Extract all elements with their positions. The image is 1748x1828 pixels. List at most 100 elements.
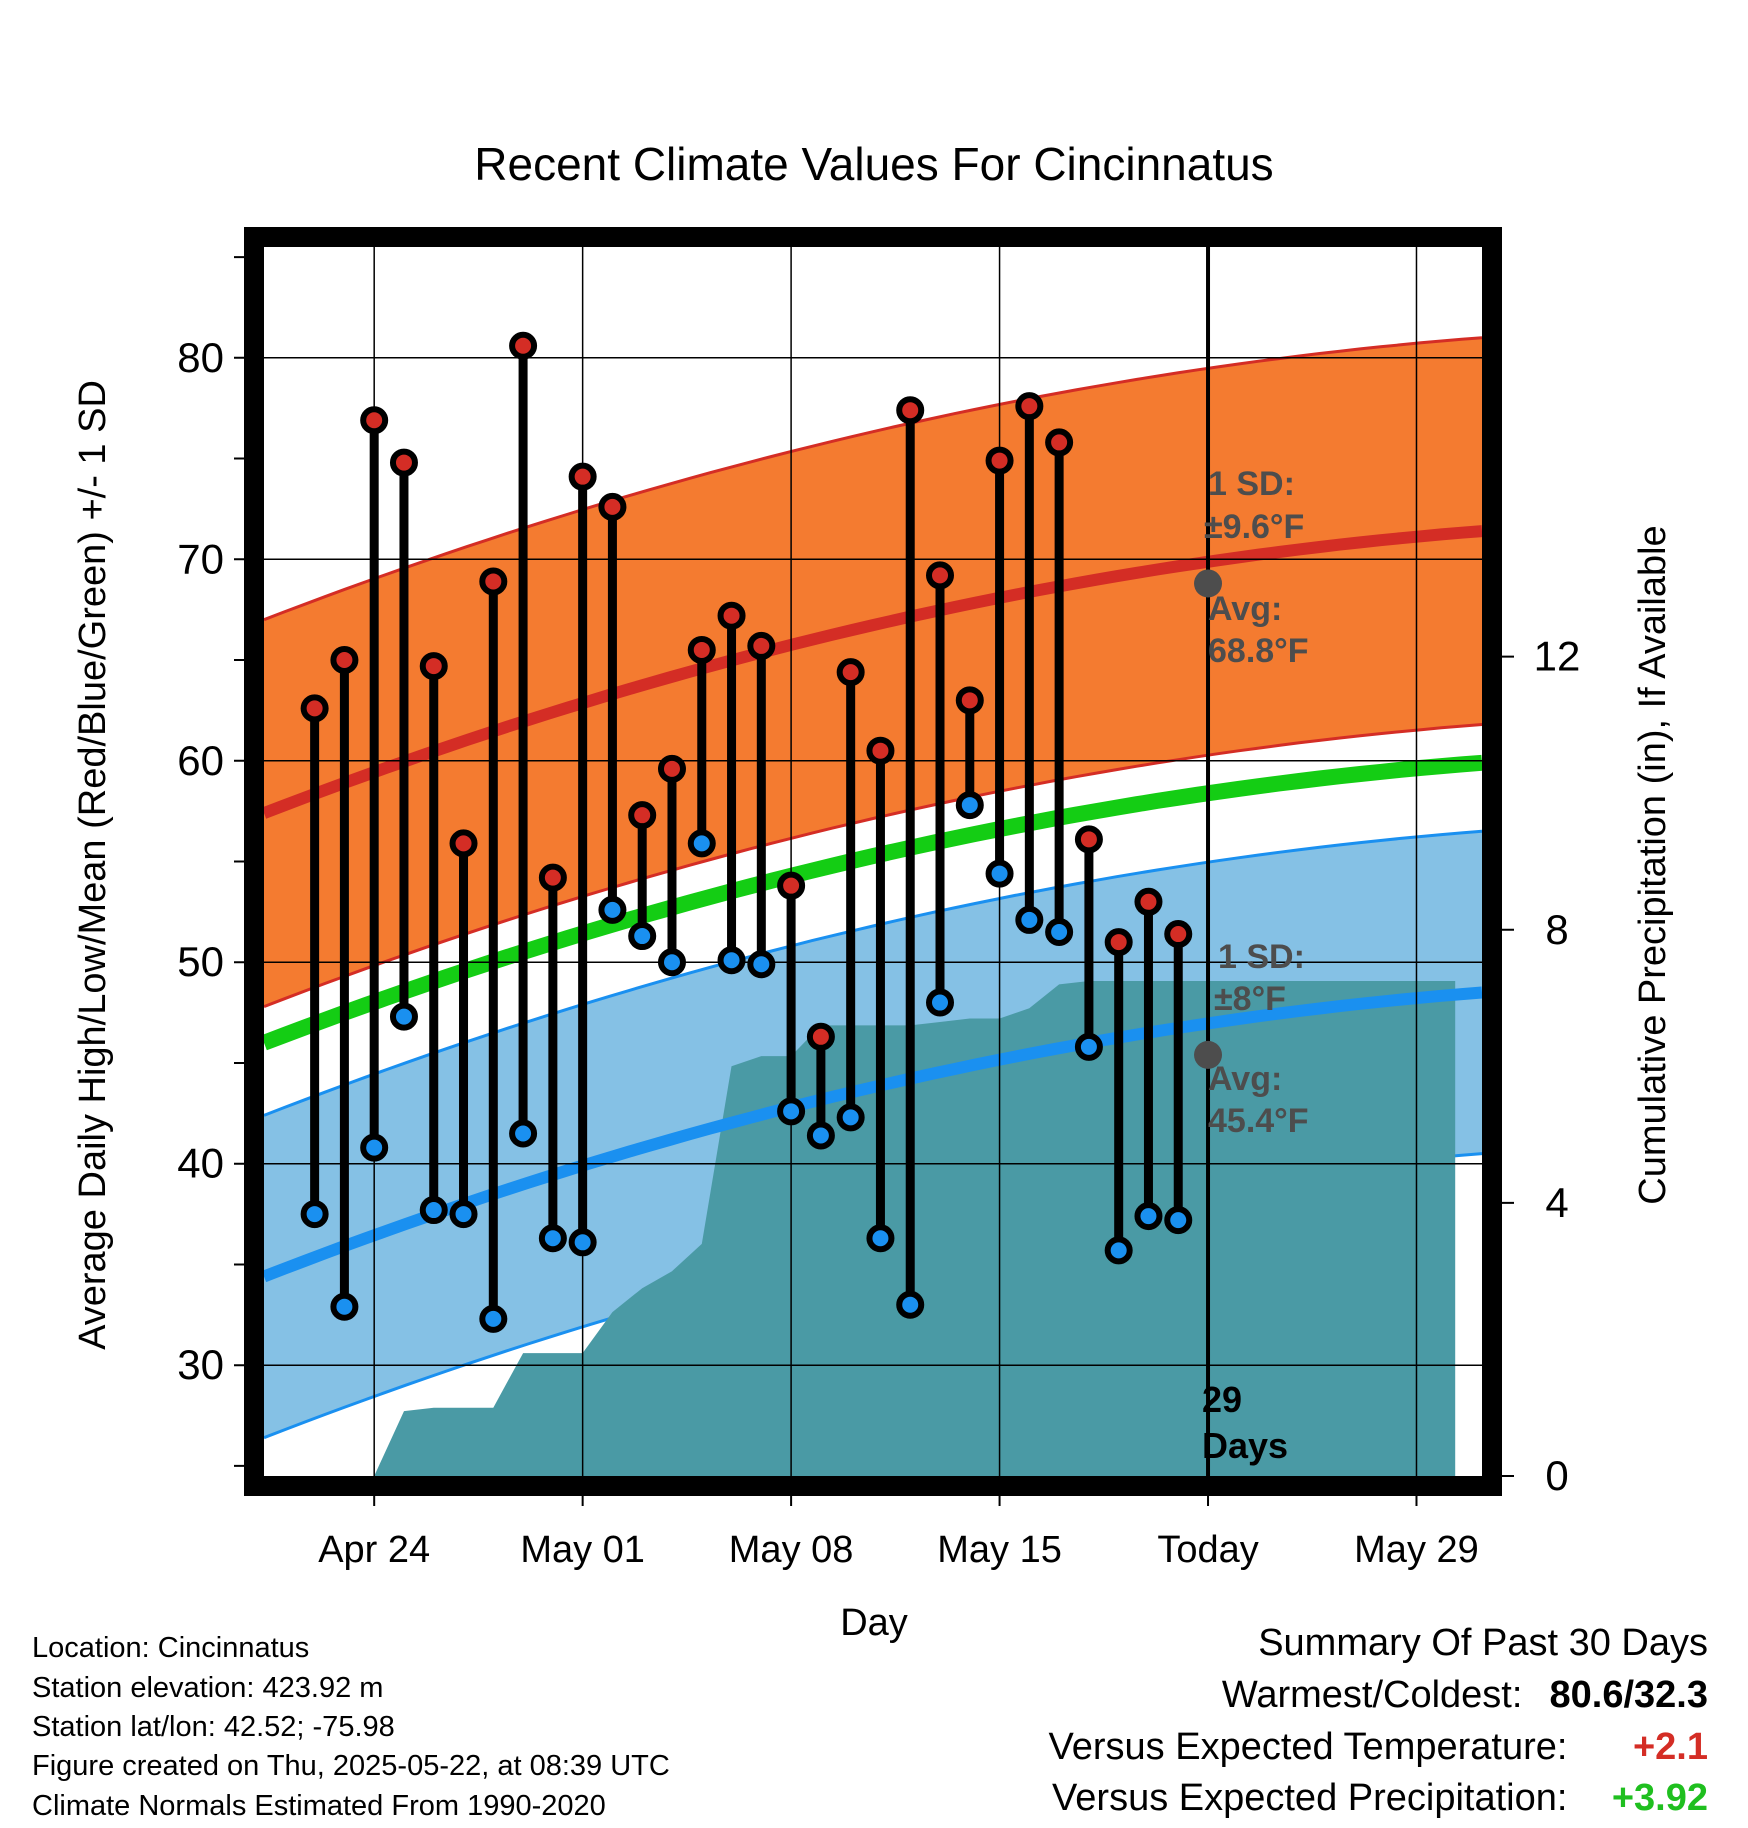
low-temp-point: [777, 1097, 806, 1126]
low-temp-point: [1164, 1206, 1193, 1235]
low-temp-point: [717, 946, 746, 975]
high-temp-point: [955, 686, 984, 715]
high-sd-value: ±9.6°F: [1204, 508, 1304, 546]
high-temp-point: [1134, 887, 1163, 916]
high-sd-label: 1 SD:: [1208, 465, 1295, 503]
high-temp-point: [598, 492, 627, 521]
low-temp-point: [628, 922, 657, 951]
y-tick-label: 70: [177, 535, 224, 582]
low-avg-value: 45.4°F: [1208, 1102, 1309, 1140]
low-temp-point: [806, 1121, 835, 1150]
y-tick-label: 80: [177, 334, 224, 381]
high-temp-point: [360, 406, 389, 435]
today-avg-high-marker: [1194, 569, 1223, 598]
high-temp-point: [509, 331, 538, 360]
high-temp-point: [657, 754, 686, 783]
info-normals: Climate Normals Estimated From 1990-2020: [32, 1790, 606, 1822]
high-temp-point: [628, 801, 657, 830]
low-temp-point: [568, 1228, 597, 1257]
low-temp-point: [419, 1196, 448, 1225]
warm-cold-label: Warmest/Coldest:: [1221, 1674, 1523, 1716]
low-temp-point: [1104, 1236, 1133, 1265]
chart-title: Recent Climate Values For Cincinnatus: [474, 138, 1273, 190]
high-temp-point: [419, 652, 448, 681]
low-avg-label: Avg:: [1208, 1060, 1282, 1098]
high-temp-point: [449, 829, 478, 858]
high-temp-point: [1164, 920, 1193, 949]
low-sd-label: 1 SD:: [1218, 938, 1305, 976]
today-avg-low-marker: [1194, 1040, 1223, 1069]
high-temp-point: [1104, 928, 1133, 957]
plot-area: 1 SD: ±9.6°F Avg: 68.8°F 1 SD: ±8°F Avg: 45.4°F…: [261, 247, 1483, 1476]
low-temp-point: [360, 1133, 389, 1162]
high-temp-point: [777, 871, 806, 900]
y-tick-label: 50: [177, 938, 224, 985]
high-temp-point: [836, 658, 865, 687]
normal-high-sd-band-upper-edge: [263, 336, 1483, 622]
low-temp-point: [836, 1103, 865, 1132]
temp-value: +2.1: [1632, 1726, 1708, 1768]
y-tick-label: 30: [177, 1341, 224, 1388]
low-temp-point: [330, 1292, 359, 1321]
days-label: Days: [1202, 1425, 1288, 1466]
high-temp-point: [389, 448, 418, 477]
y2-axis-label: Cumulative Precipitation (in), If Availa…: [1632, 525, 1674, 1204]
temp-label: Versus Expected Temperature:: [1048, 1726, 1568, 1768]
precip-value: +3.92: [1611, 1777, 1708, 1819]
precip-label: Versus Expected Precipitation:: [1052, 1777, 1568, 1819]
high-temp-point: [330, 646, 359, 675]
high-temp-point: [1045, 428, 1074, 457]
summary-precip: Versus Expected Precipitation: +3.92: [1052, 1777, 1708, 1820]
x-axis-label: Day: [840, 1602, 908, 1644]
y-axis-label: Average Daily High/Low/Mean (Red/Blue/Gr…: [72, 380, 114, 1350]
high-temp-point: [717, 601, 746, 630]
low-temp-point: [449, 1200, 478, 1229]
info-elevation: Station elevation: 423.92 m: [32, 1672, 384, 1704]
summary-warm-cold: Warmest/Coldest: 80.6/32.3: [1222, 1674, 1708, 1717]
normal-high-sd-band: [264, 337, 1482, 1007]
high-avg-value: 68.8°F: [1208, 632, 1309, 670]
y2-tick-label: 4: [1545, 1179, 1568, 1226]
low-temp-point: [985, 859, 1014, 888]
y2-tick-label: 0: [1545, 1452, 1568, 1499]
y-tick-label: 60: [177, 737, 224, 784]
y-tick-label: 40: [177, 1140, 224, 1187]
y2-tick-label: 8: [1545, 906, 1568, 953]
high-temp-point: [806, 1022, 835, 1051]
high-temp-point: [985, 446, 1014, 475]
info-created: Figure created on Thu, 2025-05-22, at 08…: [32, 1750, 670, 1782]
warm-cold-value: 80.6/32.3: [1549, 1674, 1708, 1716]
high-temp-point: [896, 396, 925, 425]
high-temp-point: [568, 462, 597, 491]
normal-high-line: [261, 525, 1483, 819]
summary-title: Summary Of Past 30 Days: [1258, 1622, 1708, 1664]
low-temp-point: [1045, 918, 1074, 947]
low-temp-point: [479, 1304, 508, 1333]
low-temp-point: [1134, 1202, 1163, 1231]
low-temp-point: [1074, 1032, 1103, 1061]
low-temp-point: [598, 895, 627, 924]
low-temp-point: [955, 791, 984, 820]
high-temp-point: [1015, 392, 1044, 421]
x-tick-label: May 15: [937, 1529, 1062, 1571]
low-temp-point: [896, 1290, 925, 1319]
low-temp-point: [747, 950, 776, 979]
x-tick-label: Today: [1157, 1529, 1258, 1571]
high-temp-point: [300, 694, 329, 723]
low-temp-point: [926, 988, 955, 1017]
high-temp-point: [866, 736, 895, 765]
high-temp-point: [747, 631, 776, 660]
high-temp-point: [1074, 825, 1103, 854]
high-temp-point: [687, 635, 716, 664]
x-tick-label: Apr 24: [318, 1529, 430, 1571]
y2-tick-label: 12: [1534, 633, 1581, 680]
axes: Apr 24 May 01 May 08 May 15 Today May 2930405…: [177, 227, 1581, 1571]
x-tick-label: May 29: [1354, 1529, 1479, 1571]
low-temp-point: [509, 1119, 538, 1148]
days-count: 29: [1202, 1379, 1242, 1420]
low-temp-point: [300, 1200, 329, 1229]
x-tick-label: May 01: [520, 1529, 645, 1571]
low-temp-point: [687, 829, 716, 858]
high-avg-label: Avg:: [1208, 590, 1282, 628]
